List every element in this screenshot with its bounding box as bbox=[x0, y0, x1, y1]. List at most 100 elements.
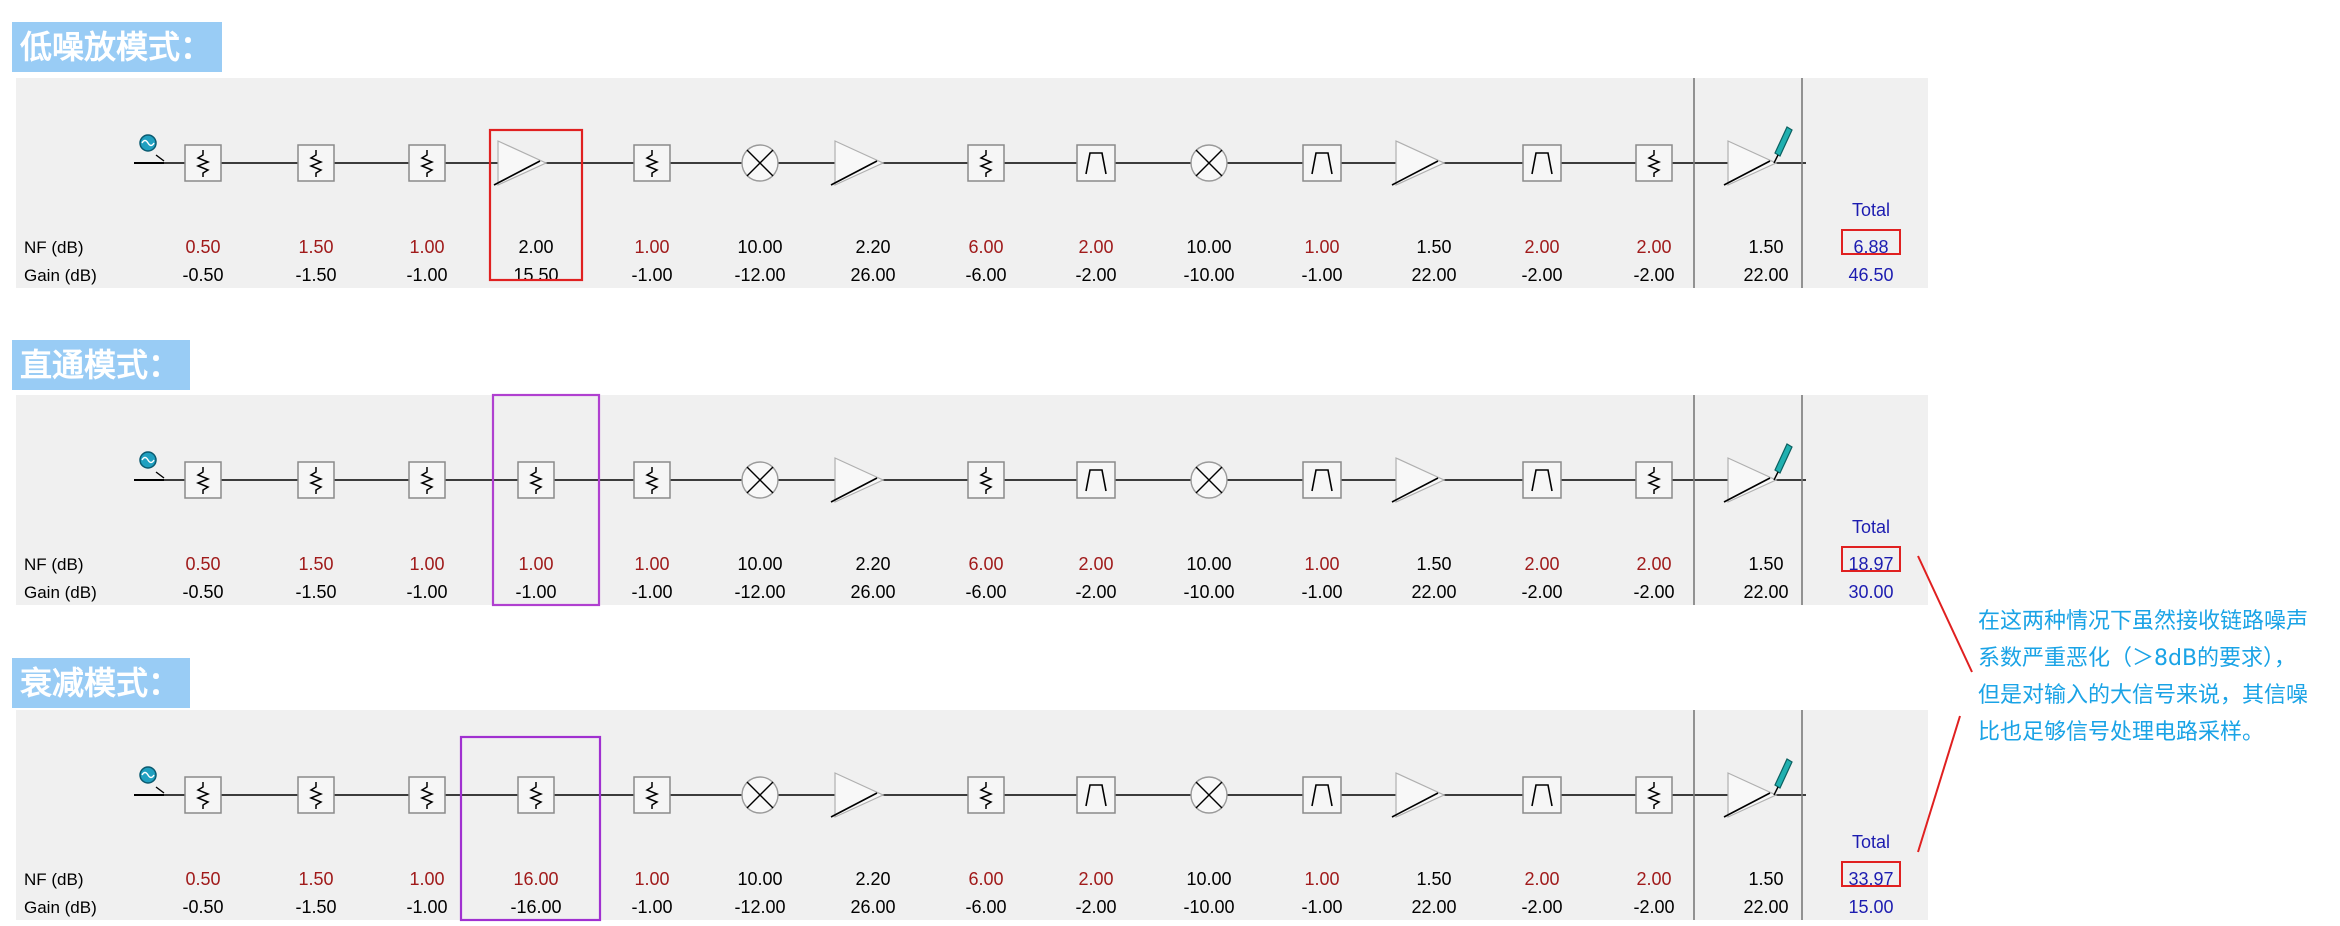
nf-value: 1.50 bbox=[1416, 554, 1451, 574]
nf-value: 1.00 bbox=[1304, 869, 1339, 889]
nf-value: 1.00 bbox=[409, 237, 444, 257]
nf-value: 2.20 bbox=[855, 237, 890, 257]
filter-passband bbox=[1531, 469, 1553, 492]
total-nf-value: 6.88 bbox=[1853, 237, 1888, 257]
gain-value: -2.00 bbox=[1075, 582, 1116, 602]
bandpass-filter-icon bbox=[1302, 776, 1342, 814]
attenuator-icon bbox=[967, 776, 1005, 814]
bandpass-filter-icon bbox=[1302, 144, 1342, 182]
filter-passband bbox=[1085, 152, 1107, 175]
nf-value: 1.00 bbox=[1304, 554, 1339, 574]
attenuator-icon bbox=[297, 461, 335, 499]
annotation-line: 在这两种情况下虽然接收链路噪声 bbox=[1978, 609, 2309, 634]
resistor-zigzag bbox=[644, 782, 660, 809]
annotation-note: 在这两种情况下虽然接收链路噪声 系数严重恶化（＞8dB的要求）， 但是对输入的大… bbox=[1978, 603, 2334, 751]
amplifier-icon bbox=[1391, 140, 1446, 186]
source-arrow bbox=[155, 471, 165, 479]
annotation-line: 比也足够信号处理电路采样。 bbox=[1978, 720, 2265, 745]
nf-value: 2.00 bbox=[1636, 554, 1671, 574]
nf-value: 1.00 bbox=[634, 869, 669, 889]
gain-value: -1.00 bbox=[406, 265, 447, 285]
resistor-zigzag bbox=[528, 782, 544, 809]
nf-value: 1.50 bbox=[1416, 237, 1451, 257]
bandpass-filter-icon bbox=[1076, 144, 1116, 182]
total-nf-box bbox=[1841, 229, 1901, 255]
amplifier-triangle bbox=[1395, 457, 1446, 503]
filter-body bbox=[1522, 776, 1562, 814]
probe-tip bbox=[1773, 786, 1779, 796]
nf-value: 2.00 bbox=[1078, 869, 1113, 889]
resistor-zigzag bbox=[308, 782, 324, 809]
mixer-icon bbox=[741, 461, 779, 499]
amplifier-triangle bbox=[1727, 140, 1778, 186]
gain-value: -6.00 bbox=[965, 265, 1006, 285]
amplifier-triangle bbox=[1727, 457, 1778, 503]
attenuator-icon bbox=[633, 461, 671, 499]
total-gain-value: 30.00 bbox=[1848, 582, 1893, 602]
attenuator-icon bbox=[408, 461, 446, 499]
attenuator-icon bbox=[297, 144, 335, 182]
gain-value: -1.00 bbox=[631, 897, 672, 917]
nf-value: 2.00 bbox=[1524, 869, 1559, 889]
amplifier-slope bbox=[1723, 792, 1771, 818]
amplifier-slope bbox=[1391, 792, 1439, 818]
gain-value: -2.00 bbox=[1075, 897, 1116, 917]
mixer-icon bbox=[1190, 461, 1228, 499]
output-probe-icon bbox=[1773, 758, 1793, 796]
nf-value: 2.20 bbox=[855, 554, 890, 574]
nf-value: 10.00 bbox=[737, 237, 782, 257]
gain-value: -1.00 bbox=[515, 582, 556, 602]
chain-diagram-lna-mode: NF (dB) Gain (dB) 0.50 1.50 1.00 2.00 1.00 10.0… bbox=[24, 78, 1901, 288]
gain-value: -2.00 bbox=[1521, 897, 1562, 917]
gain-value: -1.00 bbox=[406, 897, 447, 917]
amplifier-triangle bbox=[497, 140, 548, 186]
total-label: Total bbox=[1852, 517, 1890, 537]
gain-value: 22.00 bbox=[1743, 582, 1788, 602]
resistor-zigzag bbox=[644, 150, 660, 177]
filter-passband bbox=[1311, 469, 1333, 492]
gain-value: -6.00 bbox=[965, 582, 1006, 602]
nf-value: 10.00 bbox=[1186, 869, 1231, 889]
amplifier-slope bbox=[1723, 477, 1771, 503]
nf-value: 1.50 bbox=[298, 869, 333, 889]
attenuator-icon bbox=[408, 144, 446, 182]
gain-row-label: Gain (dB) bbox=[24, 266, 97, 285]
amplifier-triangle bbox=[1395, 140, 1446, 186]
amplifier-icon bbox=[1391, 772, 1446, 818]
chain-panel-bypass-mode: NF (dB) Gain (dB) 0.50 1.50 1.00 1.00 1.00 10.0… bbox=[16, 393, 1928, 607]
gain-value: 22.00 bbox=[1411, 265, 1456, 285]
total-label: Total bbox=[1852, 832, 1890, 852]
section-title-bypass-mode: 直通模式： bbox=[12, 340, 191, 390]
resistor-zigzag bbox=[195, 150, 211, 177]
amplifier-triangle bbox=[834, 457, 885, 503]
mixer-cross-b bbox=[1195, 781, 1223, 809]
filter-passband bbox=[1085, 784, 1107, 807]
gain-value: -2.00 bbox=[1075, 265, 1116, 285]
nf-value: 1.00 bbox=[1304, 237, 1339, 257]
bandpass-filter-icon bbox=[1076, 776, 1116, 814]
filter-body bbox=[1076, 461, 1116, 499]
filter-passband bbox=[1531, 152, 1553, 175]
resistor-zigzag bbox=[308, 467, 324, 494]
nf-value: 1.00 bbox=[518, 554, 553, 574]
output-probe-icon bbox=[1773, 443, 1793, 481]
gain-value: -2.00 bbox=[1633, 897, 1674, 917]
nf-value: 10.00 bbox=[737, 869, 782, 889]
gain-value: -0.50 bbox=[182, 897, 223, 917]
amplifier-slope bbox=[1723, 160, 1771, 186]
amplifier-triangle bbox=[834, 772, 885, 818]
stage-highlight-box bbox=[459, 735, 602, 922]
total-gain-value: 15.00 bbox=[1848, 897, 1893, 917]
nf-value: 6.00 bbox=[968, 554, 1003, 574]
amplifier-triangle bbox=[1727, 772, 1778, 818]
gain-value: -6.00 bbox=[965, 897, 1006, 917]
nf-value: 1.50 bbox=[298, 554, 333, 574]
stage-highlight-box bbox=[488, 128, 584, 282]
nf-value: 2.20 bbox=[855, 869, 890, 889]
filter-passband bbox=[1311, 784, 1333, 807]
gain-value: -12.00 bbox=[734, 582, 785, 602]
total-gain-value: 46.50 bbox=[1848, 265, 1893, 285]
nf-value: 0.50 bbox=[185, 237, 220, 257]
nf-value: 1.00 bbox=[634, 237, 669, 257]
gain-row-label: Gain (dB) bbox=[24, 898, 97, 917]
